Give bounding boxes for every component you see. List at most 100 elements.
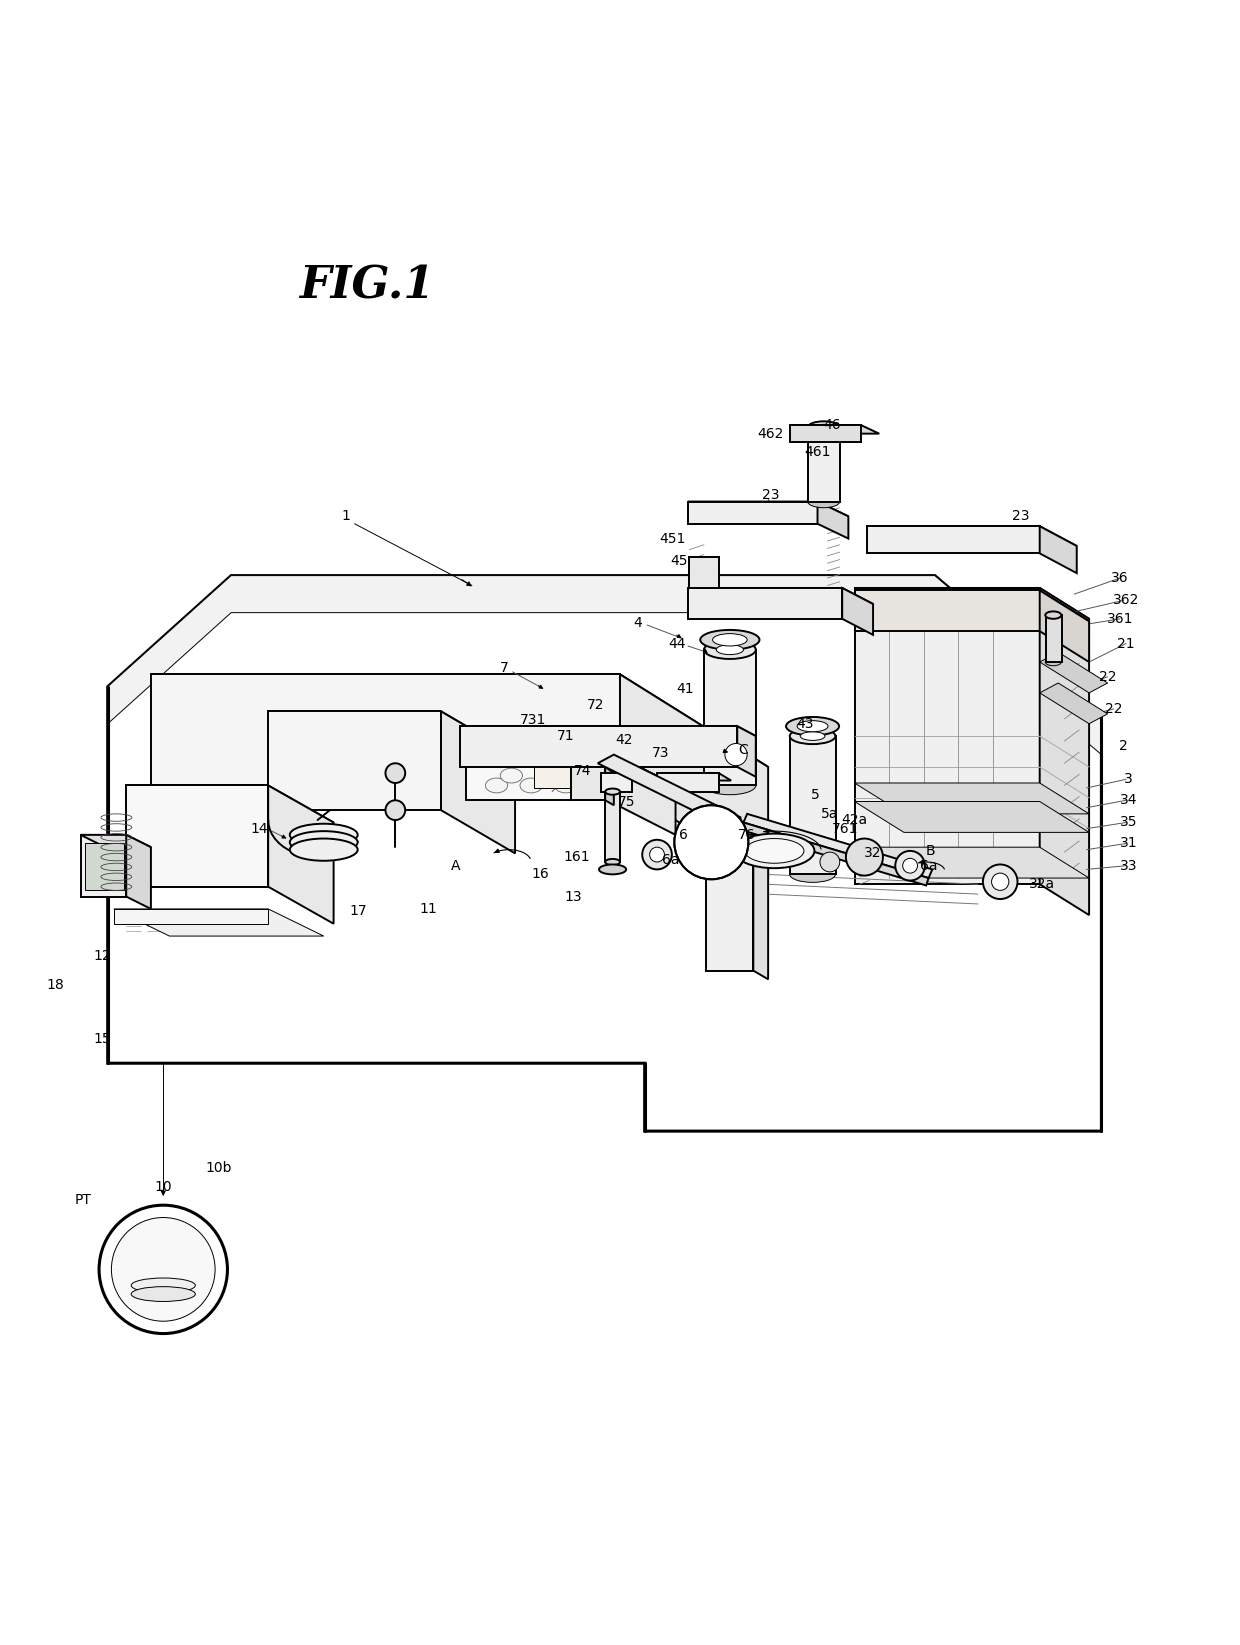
Polygon shape — [533, 755, 642, 775]
Ellipse shape — [704, 776, 756, 795]
Polygon shape — [754, 836, 768, 979]
Circle shape — [820, 852, 839, 872]
Polygon shape — [108, 576, 1101, 1132]
Text: 22: 22 — [1105, 702, 1122, 716]
Text: 5a: 5a — [821, 806, 838, 821]
Polygon shape — [86, 844, 124, 890]
Ellipse shape — [131, 1278, 196, 1293]
Polygon shape — [268, 785, 334, 924]
Text: 22: 22 — [1099, 670, 1116, 684]
Polygon shape — [854, 587, 1089, 619]
Polygon shape — [108, 576, 1101, 755]
Ellipse shape — [500, 768, 522, 783]
Text: 362: 362 — [1114, 594, 1140, 607]
Circle shape — [903, 859, 918, 873]
Polygon shape — [657, 773, 732, 780]
Circle shape — [675, 804, 749, 880]
Text: 12: 12 — [94, 949, 112, 962]
Polygon shape — [854, 847, 1089, 878]
Text: 17: 17 — [350, 905, 367, 918]
Polygon shape — [807, 428, 839, 502]
Circle shape — [895, 850, 925, 880]
Circle shape — [386, 799, 405, 819]
Polygon shape — [114, 910, 268, 924]
Ellipse shape — [704, 640, 756, 660]
Text: C: C — [739, 742, 748, 757]
Ellipse shape — [790, 867, 836, 882]
Text: B: B — [925, 844, 935, 859]
Text: A: A — [451, 859, 460, 873]
Polygon shape — [81, 836, 126, 897]
Text: 10: 10 — [155, 1179, 172, 1194]
Text: 34: 34 — [1120, 793, 1137, 808]
Polygon shape — [126, 785, 334, 822]
Ellipse shape — [569, 768, 591, 783]
Text: 41: 41 — [677, 683, 694, 696]
Ellipse shape — [815, 424, 832, 431]
Text: 7: 7 — [500, 661, 508, 674]
Polygon shape — [854, 783, 1089, 814]
Text: 451: 451 — [658, 531, 686, 546]
Polygon shape — [601, 773, 632, 791]
Ellipse shape — [1045, 612, 1061, 619]
Polygon shape — [126, 836, 151, 910]
Ellipse shape — [290, 824, 357, 846]
Polygon shape — [126, 785, 268, 887]
Circle shape — [112, 1217, 215, 1321]
Ellipse shape — [605, 859, 620, 865]
Ellipse shape — [807, 421, 839, 434]
Polygon shape — [81, 836, 151, 847]
Polygon shape — [688, 587, 873, 604]
Polygon shape — [620, 674, 768, 878]
Text: 73: 73 — [652, 747, 670, 760]
Text: 361: 361 — [1107, 612, 1133, 625]
Polygon shape — [790, 424, 879, 434]
Text: 11: 11 — [420, 901, 438, 916]
Text: 5: 5 — [811, 788, 820, 803]
Polygon shape — [466, 750, 608, 799]
Ellipse shape — [797, 721, 828, 732]
Text: 46: 46 — [823, 418, 841, 433]
Text: 3: 3 — [1125, 772, 1133, 786]
Ellipse shape — [790, 729, 836, 744]
Polygon shape — [790, 424, 861, 443]
Polygon shape — [605, 791, 620, 862]
Text: 2: 2 — [1120, 739, 1128, 753]
Polygon shape — [657, 773, 719, 791]
Polygon shape — [268, 711, 515, 755]
Text: 45: 45 — [671, 554, 688, 568]
Polygon shape — [598, 755, 742, 826]
Polygon shape — [441, 711, 515, 854]
Polygon shape — [570, 767, 605, 799]
Circle shape — [99, 1206, 227, 1334]
Ellipse shape — [734, 834, 815, 869]
Polygon shape — [854, 591, 1039, 632]
Ellipse shape — [599, 865, 626, 875]
Text: 18: 18 — [47, 979, 64, 992]
Text: 16: 16 — [532, 867, 549, 882]
Text: 74: 74 — [574, 763, 591, 778]
Circle shape — [725, 744, 748, 765]
Text: 71: 71 — [557, 729, 574, 744]
Circle shape — [642, 841, 672, 870]
Text: 31: 31 — [1120, 837, 1137, 850]
Polygon shape — [570, 767, 614, 773]
Ellipse shape — [520, 778, 542, 793]
Text: 23: 23 — [761, 489, 780, 502]
Text: 761: 761 — [831, 821, 858, 836]
Text: 10b: 10b — [206, 1161, 232, 1175]
Text: FIG.1: FIG.1 — [299, 263, 435, 308]
Polygon shape — [744, 814, 932, 878]
Polygon shape — [460, 725, 756, 735]
Polygon shape — [1039, 526, 1076, 572]
Polygon shape — [867, 526, 1076, 546]
Text: 33: 33 — [1120, 859, 1137, 873]
Text: 75: 75 — [618, 795, 635, 808]
Ellipse shape — [786, 717, 839, 735]
Text: 731: 731 — [520, 712, 546, 727]
Polygon shape — [1039, 587, 1089, 915]
Ellipse shape — [554, 778, 577, 793]
Text: 1: 1 — [341, 510, 351, 523]
Ellipse shape — [290, 831, 357, 854]
Polygon shape — [151, 674, 620, 785]
